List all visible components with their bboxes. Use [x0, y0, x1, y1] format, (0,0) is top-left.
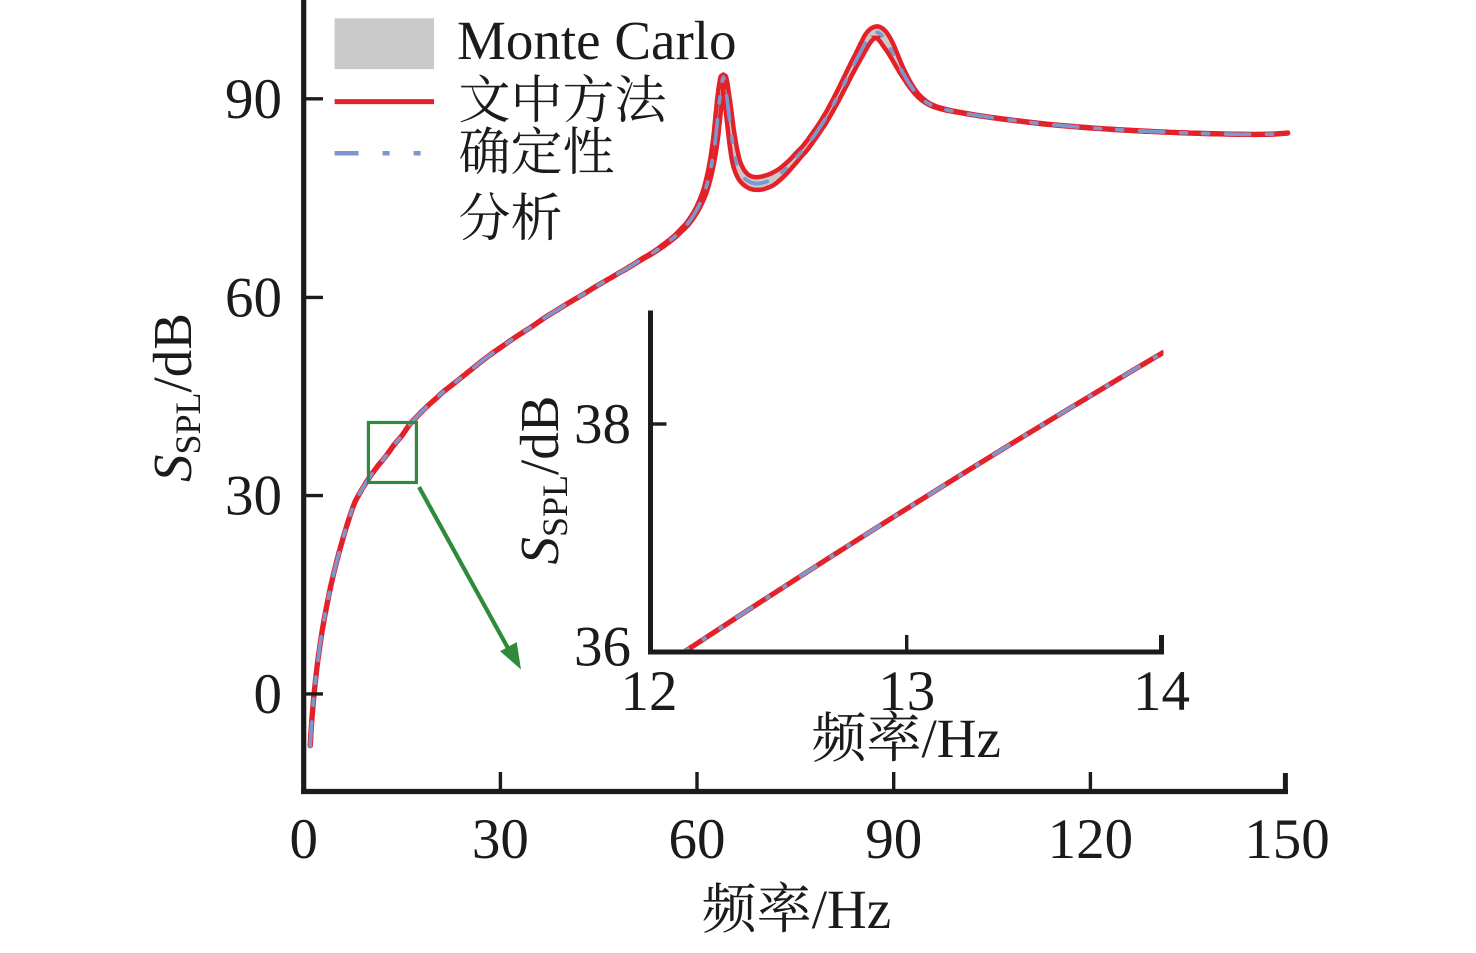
svg-text:14: 14 — [1133, 660, 1190, 723]
svg-text:30: 30 — [225, 465, 282, 528]
svg-text:/Hz: /Hz — [812, 879, 891, 940]
svg-text:60: 60 — [225, 266, 282, 329]
svg-text:Monte Carlo: Monte Carlo — [457, 10, 737, 71]
svg-text:90: 90 — [225, 68, 282, 131]
svg-text:/Hz: /Hz — [922, 708, 1001, 769]
svg-text:36: 36 — [574, 616, 631, 679]
svg-text:150: 150 — [1244, 808, 1330, 871]
svg-text:90: 90 — [865, 808, 922, 871]
svg-text:30: 30 — [472, 808, 529, 871]
svg-text:SSPL/dB: SSPL/dB — [509, 395, 575, 564]
svg-text:12: 12 — [621, 660, 678, 723]
svg-text:60: 60 — [669, 808, 726, 871]
svg-text:SSPL/dB: SSPL/dB — [142, 313, 208, 482]
svg-text:0: 0 — [254, 663, 283, 726]
svg-text:120: 120 — [1048, 808, 1134, 871]
svg-text:38: 38 — [574, 393, 631, 456]
svg-text:13: 13 — [878, 660, 935, 723]
svg-text:0: 0 — [289, 808, 318, 871]
